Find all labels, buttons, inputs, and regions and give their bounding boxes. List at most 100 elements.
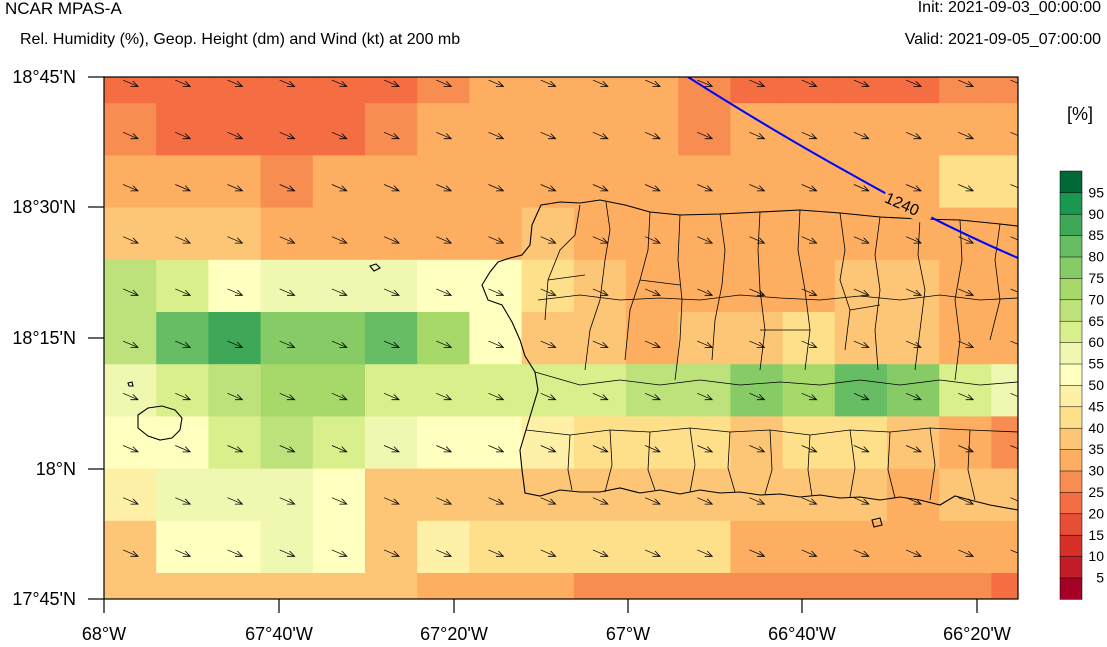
wind-arrow — [958, 131, 972, 138]
humidity-cell — [939, 520, 992, 574]
humidity-cell — [521, 573, 575, 599]
wind-arrow — [175, 497, 189, 504]
wind-arrow — [383, 497, 398, 504]
humidity-cell — [104, 468, 157, 522]
wind-arrow — [227, 236, 242, 243]
humidity-cell — [469, 573, 523, 599]
wind-arrow — [1011, 602, 1025, 608]
wind-arrow — [227, 497, 242, 504]
humidity-cell — [417, 155, 470, 209]
wind-arrow — [280, 602, 294, 608]
humidity-cell — [887, 77, 940, 104]
wind-arrow — [436, 602, 450, 608]
humidity-cell — [939, 416, 992, 470]
humidity-cell — [626, 468, 679, 522]
humidity-cell — [626, 312, 679, 365]
humidity-cell — [782, 207, 836, 261]
wind-arrow — [383, 445, 398, 452]
humidity-cell — [887, 573, 940, 599]
humidity-cell — [365, 312, 418, 365]
humidity-cell — [365, 77, 418, 104]
wind-arrow — [331, 340, 346, 347]
humidity-cell — [104, 364, 157, 417]
wind-arrow — [958, 602, 972, 608]
wind-arrow — [906, 602, 920, 608]
wind-arrow — [436, 79, 450, 86]
wind-arrow — [749, 497, 764, 504]
wind-arrow — [122, 549, 137, 556]
wind-arrow — [383, 549, 398, 556]
humidity-cell — [469, 364, 523, 417]
humidity-cell — [312, 259, 366, 313]
humidity-cell — [678, 155, 731, 209]
humidity-cell — [104, 103, 157, 156]
humidity-cell — [939, 364, 992, 417]
contour-label-bg — [880, 186, 936, 226]
humidity-cell — [260, 103, 314, 156]
wind-arrow — [331, 288, 346, 295]
wind-arrow — [175, 131, 189, 138]
lat-label: 17°45'N — [12, 589, 76, 609]
humidity-cell — [156, 468, 209, 522]
humidity-cell — [156, 312, 209, 365]
wind-arrow — [279, 184, 294, 191]
humidity-cell — [730, 207, 784, 261]
humidity-cell — [782, 573, 836, 599]
wind-arrow — [853, 392, 868, 399]
humidity-cell — [208, 155, 262, 209]
humidity-cell — [887, 468, 940, 522]
wind-arrow — [540, 445, 555, 452]
humidity-cell — [730, 259, 784, 313]
humidity-cell — [417, 207, 470, 261]
lon-label: 67°W — [605, 624, 651, 644]
contour-1240 — [687, 77, 1018, 259]
islet — [127, 381, 134, 387]
humidity-cell — [887, 259, 940, 313]
humidity-cell — [626, 103, 679, 156]
humidity-cell — [678, 364, 731, 417]
humidity-cell — [521, 416, 575, 470]
humidity-cell — [521, 207, 575, 261]
wind-arrow — [958, 445, 972, 452]
humidity-cell — [626, 207, 679, 261]
axis-ticks — [88, 76, 978, 613]
wind-arrow — [592, 445, 607, 452]
humidity-cell — [521, 312, 575, 365]
wind-arrow — [227, 392, 242, 399]
wind-arrow — [331, 549, 346, 556]
wind-arrow — [122, 340, 137, 347]
humidity-cell — [260, 573, 314, 599]
wind-arrow — [853, 79, 868, 86]
wind-arrow — [383, 340, 398, 347]
colorbar-unit: [%] — [1067, 104, 1094, 124]
lat-label: 18°N — [35, 459, 76, 479]
wind-arrow — [436, 497, 450, 504]
humidity-cell — [573, 155, 627, 209]
humidity-cell — [730, 77, 784, 104]
humidity-cell — [573, 468, 627, 522]
wind-arrow — [801, 497, 816, 504]
humidity-cell — [417, 468, 470, 522]
humidity-cell — [834, 468, 888, 522]
wind-arrow — [383, 184, 398, 191]
wind-arrow — [384, 602, 398, 608]
wind-arrow — [540, 131, 555, 138]
humidity-cell — [678, 207, 731, 261]
humidity-cell — [887, 103, 940, 156]
wind-arrow — [592, 288, 607, 295]
wind-arrow — [488, 497, 503, 504]
wind-arrow — [905, 392, 920, 399]
humidity-cell — [939, 468, 992, 522]
lat-label: 18°45'N — [12, 67, 76, 87]
humidity-cell — [730, 573, 784, 599]
wind-arrow — [697, 184, 711, 191]
humidity-cell — [469, 416, 523, 470]
wind-arrow — [279, 445, 294, 452]
humidity-cell — [365, 207, 418, 261]
wind-arrow — [436, 236, 450, 243]
wind-arrow — [540, 497, 555, 504]
wind-arrow — [436, 549, 450, 556]
humidity-cell — [521, 77, 575, 104]
wind-arrow — [436, 340, 450, 347]
